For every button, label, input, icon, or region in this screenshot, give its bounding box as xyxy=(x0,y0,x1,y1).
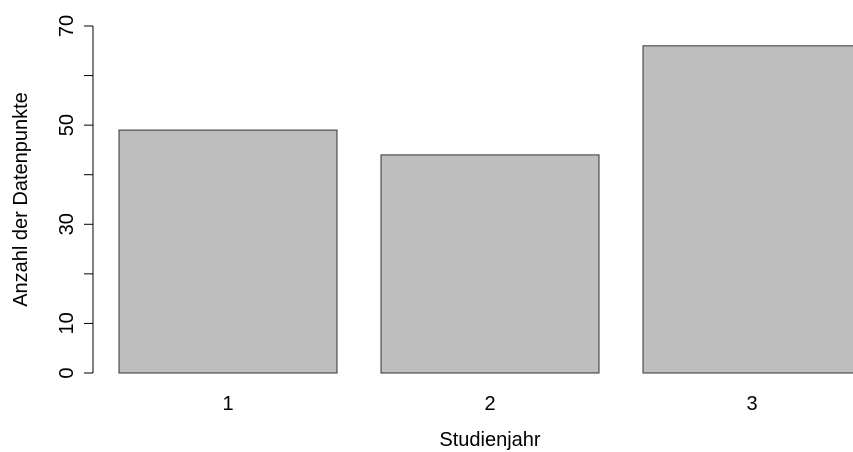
x-tick-label: 3 xyxy=(746,393,757,415)
y-tick-label: 30 xyxy=(56,213,78,235)
x-tick-labels: 1 2 3 xyxy=(222,393,757,415)
x-tick-label: 2 xyxy=(484,393,495,415)
bars xyxy=(118,45,853,374)
x-axis-title: Studienjahr xyxy=(439,429,541,451)
y-tick-label: 0 xyxy=(56,367,78,378)
y-axis: 0 10 30 50 70 xyxy=(56,15,94,379)
y-tick-label: 10 xyxy=(56,312,78,334)
y-ticks: 0 10 30 50 70 xyxy=(56,15,93,379)
bar-studienjahr-2 xyxy=(380,154,600,374)
bar-studienjahr-3 xyxy=(642,45,853,374)
y-tick-label: 70 xyxy=(56,15,78,37)
y-axis-title: Anzahl der Datenpunkte xyxy=(10,92,32,307)
y-tick-label: 50 xyxy=(56,114,78,136)
x-tick-label: 1 xyxy=(222,393,233,415)
bar-studienjahr-1 xyxy=(118,129,338,374)
